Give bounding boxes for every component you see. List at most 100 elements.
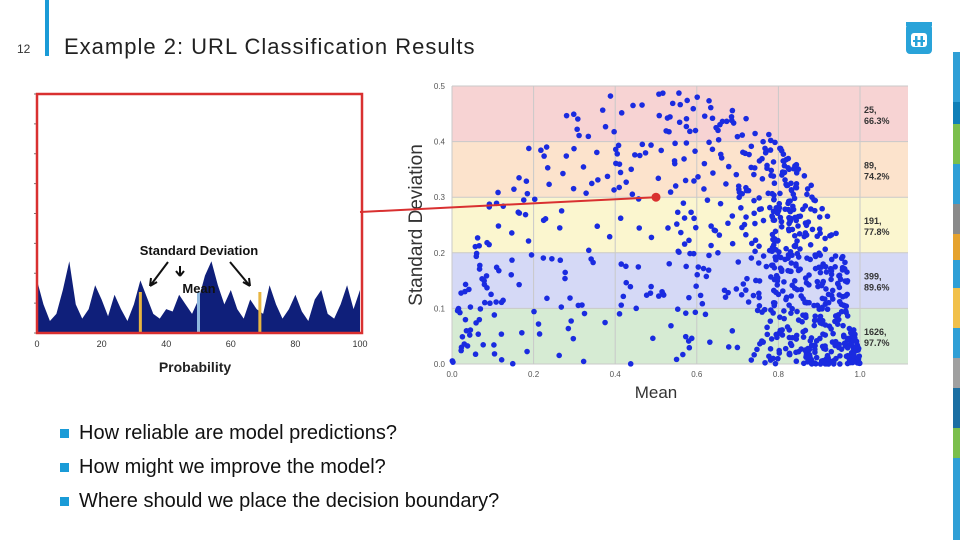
scatter-point bbox=[823, 269, 830, 275]
scatter-point bbox=[558, 208, 565, 214]
scatter-point bbox=[752, 220, 758, 227]
scatter-point bbox=[509, 257, 515, 263]
scatter-point bbox=[743, 287, 749, 293]
scatter-point bbox=[832, 253, 839, 259]
scatter-point bbox=[786, 334, 793, 341]
scatter-point bbox=[778, 223, 785, 230]
scatter-point bbox=[642, 150, 649, 156]
scatter-point bbox=[618, 261, 625, 267]
scatter-point bbox=[828, 256, 835, 263]
scatter-point bbox=[500, 297, 506, 304]
scatter-point bbox=[648, 234, 655, 241]
scatter-point bbox=[491, 342, 497, 348]
scatter-point bbox=[542, 216, 549, 222]
scatter-point bbox=[676, 90, 682, 96]
scatter-point bbox=[575, 116, 581, 122]
scatter-point bbox=[850, 353, 857, 359]
scatter-point bbox=[683, 263, 689, 270]
histogram-x-axis-label: Probability bbox=[159, 359, 232, 375]
scatter-y-tick-label: 0.1 bbox=[434, 304, 446, 313]
scatter-point bbox=[771, 196, 777, 203]
scatter-point bbox=[788, 310, 794, 316]
scatter-point bbox=[711, 227, 718, 233]
scatter-point bbox=[819, 205, 825, 212]
scatter-point bbox=[484, 239, 490, 246]
scatter-point bbox=[813, 354, 820, 361]
scatter-point bbox=[777, 265, 784, 271]
scatter-point bbox=[615, 142, 622, 149]
scatter-point bbox=[793, 180, 800, 187]
histogram-highlight-frame bbox=[35, 92, 364, 335]
scatter-x-tick-label: 0.6 bbox=[691, 370, 703, 379]
band-percent-label: 89.6% bbox=[864, 283, 890, 293]
scatter-point bbox=[706, 252, 712, 259]
scatter-x-tick-label: 0.0 bbox=[446, 370, 458, 379]
scatter-point bbox=[467, 304, 474, 310]
scatter-point bbox=[789, 226, 796, 233]
scatter-point bbox=[856, 353, 863, 359]
scatter-point bbox=[786, 302, 792, 308]
scatter-point bbox=[676, 119, 683, 126]
scatter-point bbox=[575, 302, 582, 309]
scatter-point bbox=[811, 322, 818, 329]
scatter-point bbox=[819, 295, 826, 302]
scatter-point bbox=[793, 358, 800, 365]
scatter-point bbox=[838, 255, 845, 262]
scatter-point bbox=[828, 267, 835, 274]
scatter-point bbox=[795, 348, 802, 355]
scatter-point bbox=[762, 359, 768, 366]
scatter-point bbox=[738, 205, 744, 211]
scatter-point bbox=[785, 255, 791, 261]
scatter-point bbox=[498, 331, 505, 337]
scatter-point bbox=[748, 240, 755, 247]
scatter-point bbox=[620, 293, 627, 300]
scatter-point bbox=[715, 136, 722, 143]
scatter-point bbox=[774, 274, 781, 281]
scatter-point bbox=[740, 281, 747, 287]
scatter-point bbox=[745, 299, 752, 305]
scatter-point bbox=[558, 304, 565, 310]
scatter-point bbox=[588, 180, 595, 187]
scatter-point bbox=[816, 264, 822, 271]
scatter-point bbox=[840, 322, 846, 329]
scatter-point bbox=[772, 139, 778, 146]
scatter-point bbox=[655, 175, 662, 182]
scatter-point bbox=[516, 210, 523, 216]
scatter-point bbox=[707, 104, 714, 111]
scatter-point bbox=[832, 264, 838, 270]
scatter-point bbox=[602, 319, 608, 326]
scatter-point bbox=[516, 281, 522, 288]
scatter-point bbox=[822, 246, 829, 253]
scatter-point bbox=[668, 322, 674, 329]
scatter-point bbox=[752, 130, 758, 137]
scatter-point bbox=[628, 166, 635, 173]
scatter-point bbox=[764, 165, 770, 172]
scatter-point bbox=[778, 147, 785, 154]
scatter-point bbox=[771, 192, 777, 198]
scatter-point bbox=[466, 286, 472, 293]
scatter-point bbox=[706, 98, 712, 104]
scatter-point bbox=[729, 328, 736, 334]
scatter-point bbox=[760, 217, 767, 224]
scatter-point bbox=[473, 320, 479, 326]
scatter-point bbox=[617, 215, 624, 222]
scatter-point bbox=[688, 335, 695, 342]
slide-title: Example 2: URL Classification Results bbox=[64, 34, 476, 59]
std-deviation-annotation: Standard Deviation bbox=[140, 243, 259, 258]
scatter-point bbox=[739, 190, 745, 197]
scatter-point bbox=[771, 180, 778, 187]
scatter-point bbox=[557, 257, 564, 264]
scatter-point bbox=[832, 340, 838, 346]
scatter-point bbox=[656, 112, 663, 119]
scatter-point bbox=[773, 257, 779, 263]
scatter-point bbox=[790, 203, 796, 210]
scatter-point bbox=[692, 148, 698, 154]
bullet-item: Where should we place the decision bound… bbox=[60, 484, 499, 518]
scatter-point bbox=[616, 311, 623, 317]
scatter-y-tick-label: 0.2 bbox=[434, 249, 446, 258]
scatter-point bbox=[793, 161, 800, 168]
scatter-point bbox=[692, 224, 699, 231]
scatter-point bbox=[783, 245, 789, 252]
scatter-point bbox=[789, 282, 796, 289]
scatter-point bbox=[717, 200, 724, 207]
